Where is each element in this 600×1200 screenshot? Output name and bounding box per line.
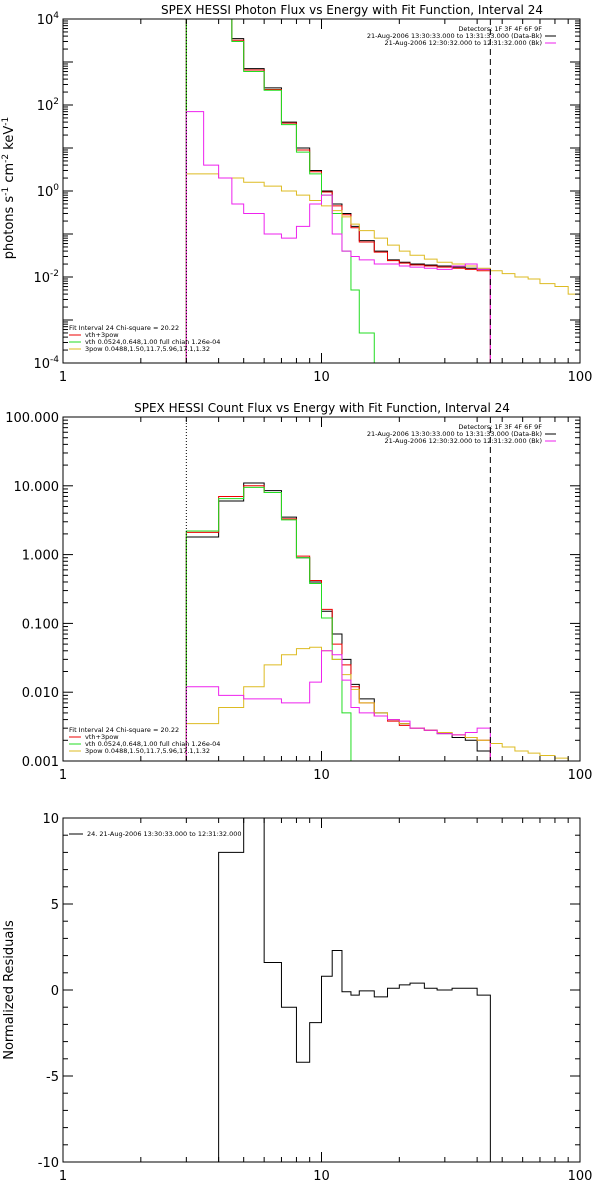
detectors-label: Detectors: 1F 3F 4F 6F 9F [458, 423, 542, 431]
photon-flux-ylabel: photons s-1 cm-2 keV-1 [1, 117, 17, 259]
count-flux-title: SPEX HESSI Count Flux vs Energy with Fit… [134, 401, 510, 415]
pow-params-label: 3pow 0.0488,1.50,11.7,5.96,17.1,1.32 [85, 345, 210, 353]
x-tick-label: 10 [313, 370, 330, 385]
x-tick-label: 100 [568, 1169, 593, 1184]
y-tick-label: -10 [38, 1156, 59, 1171]
y-tick-label: -5 [46, 1070, 59, 1085]
y-tick-label: 10 [42, 812, 59, 827]
y-tick-label: 10-4 [33, 355, 59, 372]
photon-flux-info-right: Detectors: 1F 3F 4F 6F 9F 21-Aug-2006 13… [367, 25, 556, 47]
bk-interval-label: 21-Aug-2006 12:30:32.000 to 12:31:32.000… [385, 39, 542, 47]
fit-interval-label: Fit Interval 24 Chi-square = 20.22 [69, 726, 179, 734]
x-tick-label: 100 [568, 370, 593, 385]
series-data-bk-line [185, 482, 491, 761]
count-flux-plot-frame [62, 416, 581, 762]
y-tick-label: 10-2 [33, 269, 59, 286]
vth-params-label: vth 0.0524,0.648,1.00 full chian 1.26e-0… [85, 338, 220, 346]
count-flux-fit-info: Fit Interval 24 Chi-square = 20.22 vth+3… [69, 726, 220, 755]
residuals-legend: 24. 21-Aug-2006 13:30:33.000 to 12:31:32… [87, 830, 242, 838]
x-tick-label: 1 [59, 1169, 67, 1184]
bk-interval-label: 21-Aug-2006 12:30:32.000 to 12:31:32.000… [385, 437, 542, 445]
series-bk-line [185, 111, 491, 363]
vth-params-label: vth 0.0524,0.648,1.00 full chian 1.26e-0… [85, 740, 220, 748]
y-tick-label: 0.100 [22, 617, 59, 632]
series-3pow-line [185, 173, 580, 363]
y-tick-label: 0 [51, 984, 59, 999]
series-vth-line [185, 19, 375, 363]
series-vth-line [185, 486, 360, 761]
data-interval-label: 21-Aug-2006 13:30:33.000 to 13:31:33.000… [367, 32, 542, 40]
photon-flux-plot-frame [62, 18, 581, 364]
y-tick-label: 102 [37, 97, 59, 114]
y-tick-label: 0.010 [22, 686, 59, 701]
detectors-label: Detectors: 1F 3F 4F 6F 9F [458, 25, 542, 33]
y-tick-label: 10.000 [14, 480, 60, 495]
residuals-ylabel: Normalized Residuals [2, 920, 17, 1060]
fit-function-label: vth+3pow [85, 733, 119, 741]
count-flux-panel: SPEX HESSI Count Flux vs Energy with Fit… [5, 401, 592, 783]
photon-flux-fit-info: Fit Interval 24 Chi-square = 20.22 vth+3… [69, 324, 220, 353]
x-tick-label: 1 [59, 370, 67, 385]
x-tick-label: 100 [568, 768, 593, 783]
y-tick-label: 0.001 [22, 755, 59, 770]
y-tick-label: 104 [37, 11, 60, 28]
x-tick-label: 1 [59, 768, 67, 783]
residuals-plot-frame [62, 817, 581, 1163]
fit-function-label: vth+3pow [85, 331, 119, 339]
y-tick-label: 100.000 [5, 411, 59, 426]
series-bk-line [185, 650, 491, 761]
series-3pow-line [185, 646, 580, 761]
pow-params-label: 3pow 0.0488,1.50,11.7,5.96,17.1,1.32 [85, 747, 210, 755]
photon-flux-title: SPEX HESSI Photon Flux vs Energy with Fi… [161, 3, 543, 17]
series-total-line [185, 485, 491, 761]
y-tick-label: 1.000 [22, 549, 59, 564]
data-interval-label: 21-Aug-2006 13:30:33.000 to 13:31:33.000… [367, 430, 542, 438]
y-tick-label: 100 [37, 183, 60, 200]
fit-interval-label: Fit Interval 24 Chi-square = 20.22 [69, 324, 179, 332]
photon-flux-panel: SPEX HESSI Photon Flux vs Energy with Fi… [1, 3, 592, 385]
residuals-panel: Normalized Residuals 1 10 100 -10 -5 0 5 10 24.… [2, 812, 592, 1184]
x-tick-label: 10 [313, 1169, 330, 1184]
series-residuals-line [186, 818, 491, 1162]
y-tick-label: 5 [51, 898, 59, 913]
x-tick-label: 10 [313, 768, 330, 783]
count-flux-info-right: Detectors: 1F 3F 4F 6F 9F 21-Aug-2006 13… [367, 423, 556, 445]
